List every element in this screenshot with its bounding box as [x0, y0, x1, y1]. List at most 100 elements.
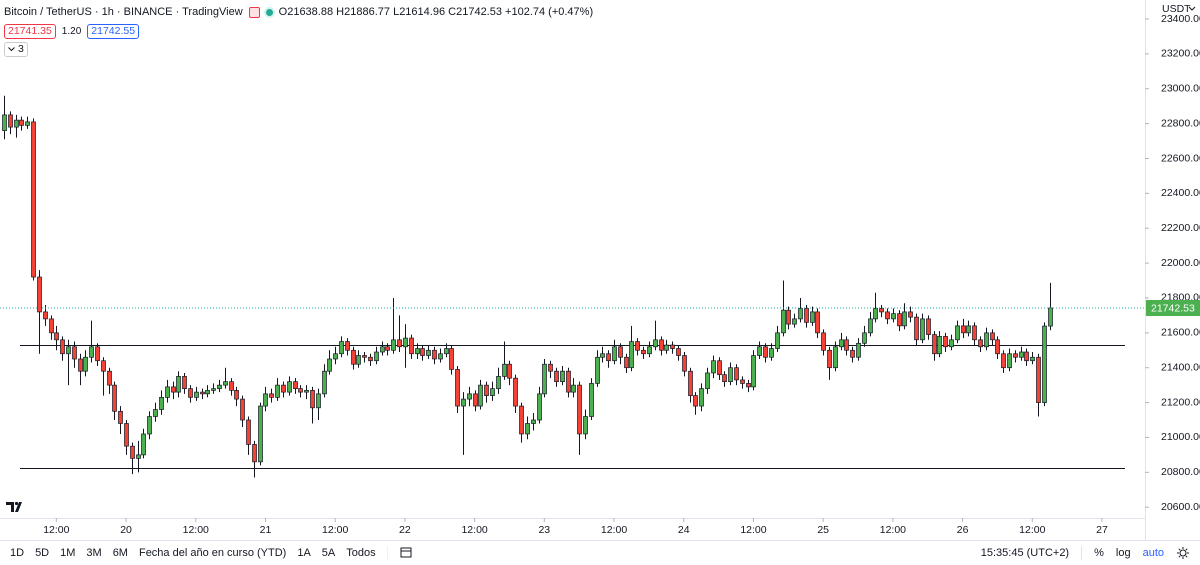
clock[interactable]: 15:35:45 (UTC+2)	[980, 547, 1070, 559]
candle-body	[507, 363, 512, 379]
candle-body	[449, 348, 454, 370]
right-controls: 15:35:45 (UTC+2) % log auto	[981, 546, 1200, 560]
candle-body	[891, 313, 896, 320]
y-tick-label: 23200.00	[1161, 48, 1200, 60]
range-button[interactable]: 5D	[35, 547, 50, 559]
candle-body	[577, 384, 582, 435]
candle	[629, 325, 634, 372]
tradingview-logo	[6, 501, 22, 512]
candle-body	[926, 318, 931, 335]
candle	[258, 402, 263, 466]
candle	[670, 341, 675, 354]
candle	[1042, 322, 1047, 407]
auto-toggle[interactable]: auto	[1142, 547, 1164, 559]
candle	[659, 336, 664, 356]
candle-body	[234, 390, 239, 400]
candle-body	[89, 346, 94, 358]
candle-body	[188, 388, 193, 398]
candle-body	[356, 355, 361, 365]
candle	[1001, 350, 1006, 373]
candle-body	[1048, 307, 1053, 327]
candle	[507, 360, 512, 386]
candle-body	[542, 363, 547, 395]
candle	[961, 318, 966, 339]
candle-body	[159, 396, 164, 410]
log-toggle[interactable]: log	[1115, 547, 1131, 559]
candle-body	[484, 384, 489, 396]
range-button[interactable]: Fecha del año en curso (YTD)	[138, 547, 287, 559]
candle	[972, 322, 977, 346]
chart: USDT 20600.00 20800.00 21000.00 21200.00 214…	[0, 0, 1200, 540]
indicators-row: 3	[4, 41, 593, 57]
candle	[397, 315, 402, 353]
candle	[107, 367, 112, 394]
candle-body	[461, 398, 466, 407]
candle	[194, 386, 199, 401]
candle-body	[641, 349, 646, 355]
indicators-toggle[interactable]: 3	[4, 41, 28, 57]
range-button[interactable]: 5A	[321, 547, 336, 559]
candle	[275, 378, 280, 401]
candle-body	[310, 390, 315, 409]
candle	[484, 381, 489, 403]
candle-body	[130, 445, 135, 459]
percent-toggle[interactable]: %	[1094, 547, 1104, 559]
candle-body	[688, 370, 693, 396]
settings-icon[interactable]	[1176, 546, 1190, 560]
y-tick-label: 23000.00	[1161, 83, 1200, 95]
candle	[176, 371, 181, 398]
currency-label[interactable]: USDT	[1162, 3, 1191, 15]
candle-body	[316, 393, 321, 409]
candle-body	[229, 381, 234, 391]
candle	[2, 95, 7, 140]
candle-body	[2, 114, 7, 131]
candle	[31, 118, 36, 281]
candle-body	[415, 348, 420, 355]
candle	[339, 336, 344, 358]
range-button[interactable]: 3M	[86, 547, 102, 559]
range-button[interactable]: 6M	[112, 547, 128, 559]
range-button[interactable]: Todos	[346, 547, 376, 559]
ohlc: O21638.88 H21886.77 L21614.96 C21742.53 …	[279, 6, 593, 18]
bid-price[interactable]: 21741.35	[4, 23, 56, 39]
range-button[interactable]: 1M	[60, 547, 76, 559]
candle-body	[1036, 356, 1041, 403]
candle	[37, 270, 42, 354]
y-tick-label: 20800.00	[1161, 466, 1200, 478]
candle-body	[281, 384, 286, 393]
candle	[438, 348, 443, 363]
candle	[920, 313, 925, 344]
candle	[792, 313, 797, 328]
ask-price[interactable]: 21742.55	[87, 23, 140, 39]
candle-body	[263, 393, 268, 407]
y-tick-label: 21600.00	[1161, 327, 1200, 339]
last-price-tag	[1146, 299, 1200, 316]
candle-body	[978, 339, 983, 348]
candle-body	[653, 339, 658, 348]
candle	[647, 341, 652, 358]
market-status-icon[interactable]	[265, 8, 273, 16]
flag-icon[interactable]	[248, 6, 260, 18]
y-tick-label: 21200.00	[1161, 396, 1200, 408]
candle	[932, 331, 937, 361]
y-tick-label: 20600.00	[1161, 501, 1200, 513]
candle-body	[885, 311, 890, 320]
candle-body	[635, 341, 640, 351]
currency-caret[interactable]	[1188, 6, 1196, 11]
candle-body	[844, 339, 849, 351]
bid-ask-row: 21741.35 1.20 21742.55	[4, 23, 593, 39]
candle-body	[606, 353, 611, 362]
symbol-title[interactable]: Bitcoin / TetherUS · 1h · BINANCE · Trad…	[4, 6, 243, 18]
candle-body	[194, 391, 199, 398]
range-button[interactable]: 1D	[10, 547, 25, 559]
candle	[118, 406, 123, 434]
candle-body	[432, 349, 437, 360]
range-button[interactable]: 1A	[297, 547, 311, 559]
candle-body	[821, 332, 826, 351]
candle	[600, 346, 605, 363]
ohlc-label: C	[448, 6, 457, 18]
candle-body	[496, 376, 501, 389]
date-range-icon[interactable]	[386, 546, 415, 560]
x-tick-label: 12:00	[740, 524, 766, 536]
candle	[1036, 353, 1041, 417]
